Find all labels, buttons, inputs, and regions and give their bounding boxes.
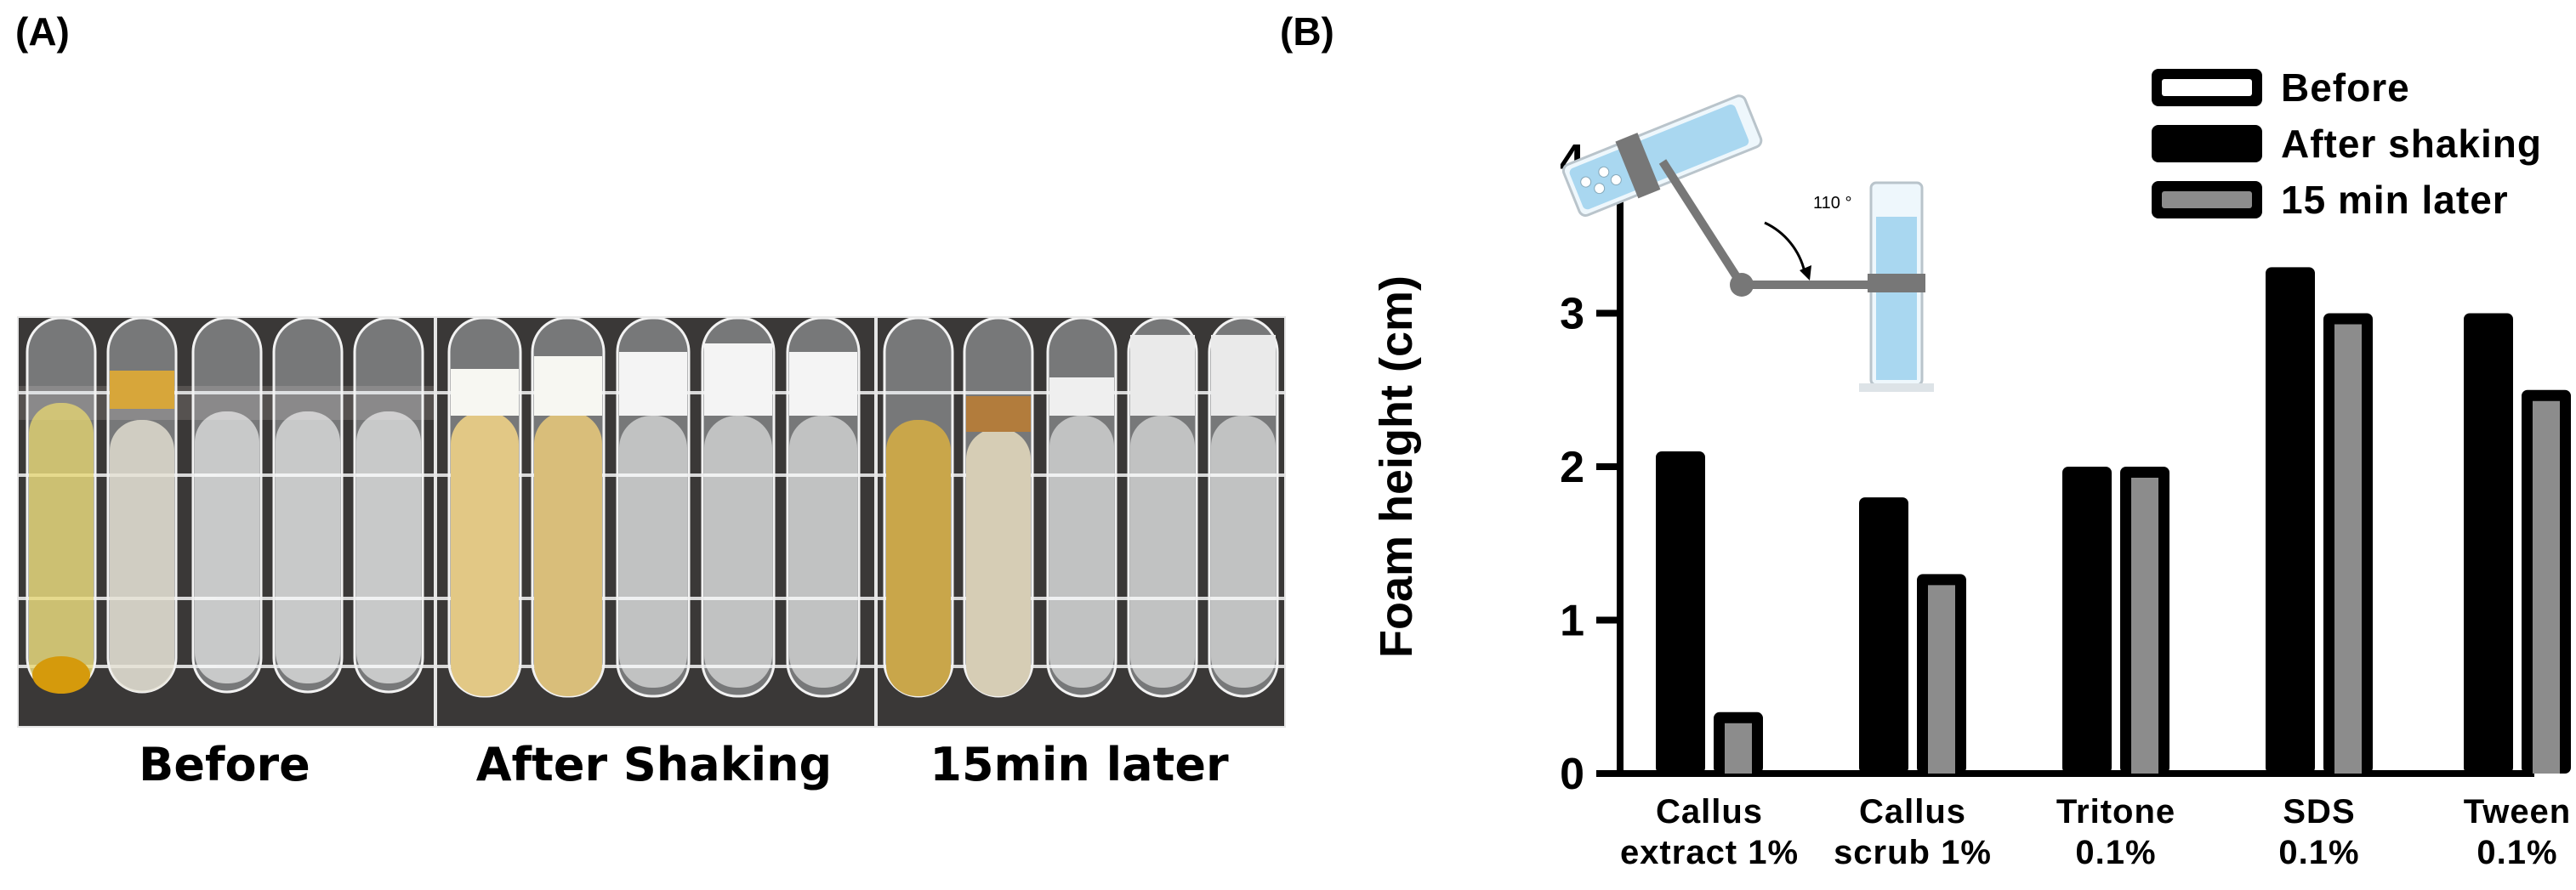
y-tick-label: 1 [1560,597,1584,646]
y-tick-label: 3 [1560,290,1584,339]
x-tick-label: 0.1% [2278,834,2359,871]
bar-after-shaking [2062,467,2112,774]
inset-angle-label: 110 ° [1813,194,1851,213]
bar-inner-fill [2334,324,2362,774]
bar-inner-fill [1928,585,1955,774]
x-tick-label: Callus [1859,793,1966,830]
legend-item-after-shaking: After shaking [2152,122,2542,166]
bar-after-shaking [1656,451,1705,774]
caption-15min-later: 15min later [930,738,1229,791]
x-tick-label: 0.1% [2075,834,2156,871]
x-tick-label: Tween [2464,793,2572,830]
photo-before-tubes [17,316,435,728]
caption-before: Before [139,738,310,791]
legend-label-before: Before [2281,65,2410,110]
legend-swatch-15min-later [2152,181,2262,218]
x-tick-label: extract 1% [1620,834,1799,871]
bar-inner-fill [1725,723,1752,774]
x-tick-label: Tritone [2056,793,2175,830]
shaking-angle-inset: 110 ° [1561,94,1934,392]
bar-inner-fill [2533,400,2560,774]
photo-15min-later-tubes [876,316,1286,728]
legend-label-15min-later: 15 min later [2281,178,2509,222]
bar-after-shaking [2464,313,2513,774]
y-axis-label: Foam height (cm) [1371,275,1422,658]
x-tick-label: 0.1% [2476,834,2557,871]
bar-after-shaking [1859,497,1908,774]
bar-inner-fill [2131,478,2158,774]
legend-label-after-shaking: After shaking [2281,122,2542,166]
panel-a-label: (A) [15,9,70,54]
x-tick-label: Callus [1656,793,1763,830]
panel-b-label: (B) [1280,9,1334,54]
legend-item-15min-later: 15 min later [2152,178,2509,222]
x-tick-label: scrub 1% [1834,834,1992,871]
y-tick-label: 0 [1560,750,1584,799]
legend-swatch-after-shaking [2152,125,2262,162]
caption-after-shaking: After Shaking [475,738,833,791]
legend-swatch-before [2152,69,2262,106]
bar-after-shaking [2266,267,2315,774]
x-tick-label: SDS [2283,793,2355,830]
legend-item-before: Before [2152,65,2410,110]
photo-after-shaking-tubes [435,316,876,728]
chart-bars [1656,267,2571,774]
y-tick-label: 2 [1560,443,1584,492]
